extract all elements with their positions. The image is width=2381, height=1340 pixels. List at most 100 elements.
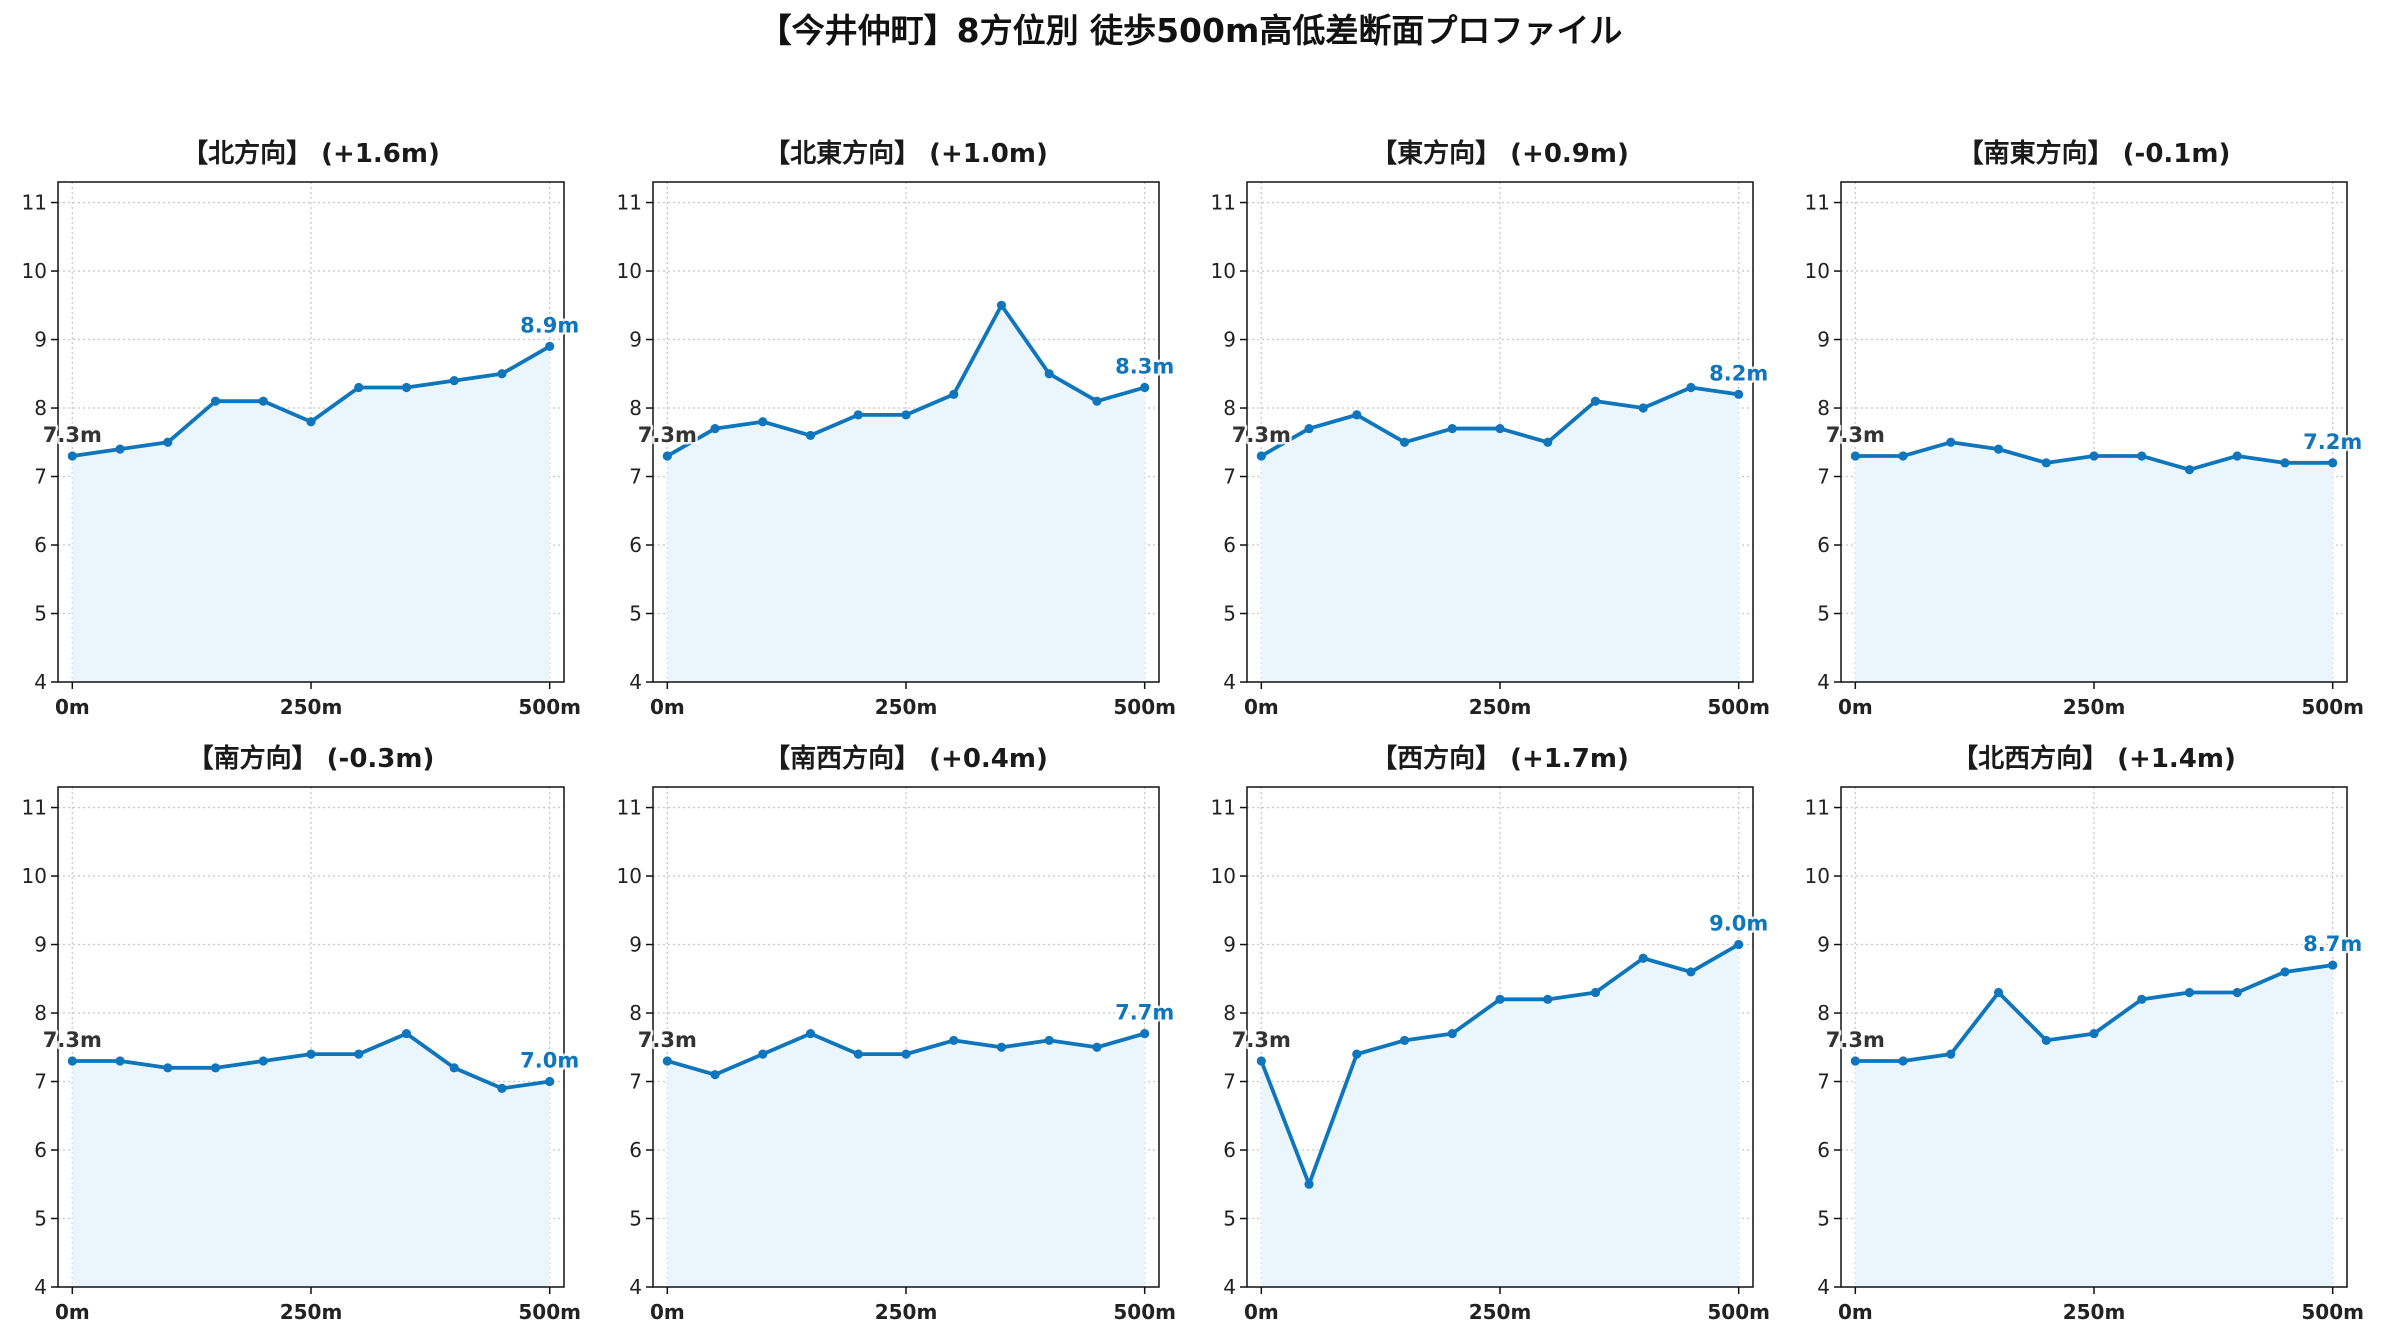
- data-point: [67, 451, 77, 461]
- x-tick-label: 250m: [2063, 1300, 2126, 1324]
- data-point: [545, 1076, 555, 1087]
- subplot-southwest: 【南西方向】 (+0.4m) 4 5 6 7 8 9 10 11 0m 250m 500m 7.3m 7.…: [617, 743, 1177, 1324]
- x-tick-label: 0m: [1244, 695, 1279, 719]
- data-point: [662, 451, 672, 461]
- data-point: [901, 1049, 911, 1059]
- data-point: [758, 417, 768, 427]
- data-point: [1092, 396, 1102, 406]
- y-tick-label: 10: [617, 259, 642, 283]
- y-tick-label: 10: [1805, 864, 1830, 888]
- data-point: [2089, 1028, 2099, 1039]
- data-point: [210, 396, 221, 406]
- data-point: [1590, 396, 1601, 406]
- figure-title: 【今井仲町】8方位別 徒歩500m高低差断面プロファイル: [759, 11, 1623, 50]
- elevation-area: [72, 346, 550, 682]
- y-tick-label: 9: [1223, 328, 1236, 352]
- y-tick-label: 8: [1223, 396, 1236, 420]
- y-tick-label: 10: [617, 864, 642, 888]
- data-point: [449, 1063, 459, 1073]
- elevation-area: [1261, 944, 1739, 1287]
- y-tick-label: 7: [1223, 465, 1236, 489]
- y-tick-label: 8: [1817, 1001, 1830, 1025]
- y-tick-label: 4: [1817, 1275, 1830, 1299]
- data-point: [1399, 437, 1410, 447]
- end-elevation-label: 8.7m: [2303, 932, 2362, 956]
- data-point: [1946, 437, 1956, 447]
- data-point: [1946, 1049, 1956, 1059]
- data-point: [2184, 465, 2195, 475]
- data-point: [2232, 987, 2242, 998]
- data-point: [67, 1056, 77, 1066]
- data-point: [1850, 1056, 1860, 1066]
- data-point: [2184, 987, 2195, 998]
- data-point: [1044, 1035, 1054, 1046]
- data-point: [996, 1042, 1007, 1052]
- subplot-title: 【南東方向】 (-0.1m): [1958, 138, 2231, 169]
- y-tick-label: 4: [629, 670, 642, 694]
- y-tick-label: 8: [34, 1001, 47, 1025]
- y-tick-label: 6: [1223, 1138, 1236, 1162]
- data-point: [354, 1049, 364, 1059]
- data-point: [853, 1049, 863, 1059]
- data-point: [1734, 939, 1744, 950]
- end-elevation-label: 8.2m: [1709, 361, 1768, 385]
- end-elevation-label: 7.0m: [520, 1049, 579, 1073]
- y-tick-label: 7: [1817, 465, 1830, 489]
- y-tick-label: 5: [629, 602, 642, 626]
- data-point: [1543, 437, 1553, 447]
- data-point: [1898, 451, 1908, 461]
- start-elevation-label: 7.3m: [638, 1028, 697, 1052]
- x-tick-label: 250m: [1469, 695, 1532, 719]
- y-tick-label: 11: [617, 796, 642, 820]
- y-tick-label: 7: [1223, 1070, 1236, 1094]
- data-point: [2328, 458, 2338, 468]
- x-tick-label: 250m: [875, 1300, 938, 1324]
- data-point: [1399, 1035, 1410, 1046]
- start-elevation-label: 7.3m: [638, 423, 697, 447]
- data-point: [949, 389, 959, 399]
- subplot-title: 【南方向】 (-0.3m): [188, 743, 435, 774]
- x-tick-label: 0m: [1244, 1300, 1279, 1324]
- x-tick-label: 0m: [55, 1300, 90, 1324]
- data-point: [2280, 967, 2290, 977]
- y-tick-label: 11: [1805, 796, 1830, 820]
- y-tick-label: 4: [34, 1275, 47, 1299]
- data-point: [1734, 389, 1744, 399]
- x-tick-label: 500m: [2301, 1300, 2364, 1324]
- data-point: [1352, 1049, 1362, 1059]
- data-point: [901, 410, 911, 420]
- y-tick-label: 10: [1805, 259, 1830, 283]
- data-point: [996, 300, 1007, 310]
- data-point: [805, 1028, 816, 1039]
- y-tick-label: 6: [34, 533, 47, 557]
- data-point: [1495, 994, 1505, 1004]
- end-elevation-label: 8.9m: [520, 313, 579, 337]
- y-tick-label: 9: [629, 933, 642, 957]
- y-tick-label: 11: [1805, 191, 1830, 215]
- y-tick-label: 5: [1223, 1207, 1236, 1231]
- data-point: [1686, 382, 1696, 393]
- data-point: [2232, 451, 2242, 461]
- data-point: [401, 382, 412, 393]
- y-tick-label: 8: [629, 396, 642, 420]
- elevation-area: [1855, 965, 2333, 1287]
- y-tick-label: 11: [22, 191, 47, 215]
- data-point: [1590, 987, 1601, 998]
- data-point: [306, 417, 316, 427]
- data-point: [1447, 1028, 1457, 1039]
- end-elevation-label: 7.7m: [1115, 1001, 1174, 1025]
- x-tick-label: 500m: [1113, 695, 1176, 719]
- x-tick-label: 500m: [518, 1300, 581, 1324]
- x-tick-label: 500m: [1707, 1300, 1770, 1324]
- y-tick-label: 7: [629, 1070, 642, 1094]
- data-point: [115, 444, 125, 454]
- data-point: [449, 376, 459, 386]
- y-tick-label: 10: [22, 259, 47, 283]
- x-tick-label: 250m: [280, 695, 343, 719]
- y-tick-label: 11: [1211, 796, 1236, 820]
- subplot-title: 【東方向】 (+0.9m): [1371, 138, 1629, 169]
- subplot-title: 【南西方向】 (+0.4m): [764, 743, 1048, 774]
- elevation-area: [72, 1033, 550, 1287]
- x-tick-label: 250m: [875, 695, 938, 719]
- data-point: [1352, 410, 1362, 420]
